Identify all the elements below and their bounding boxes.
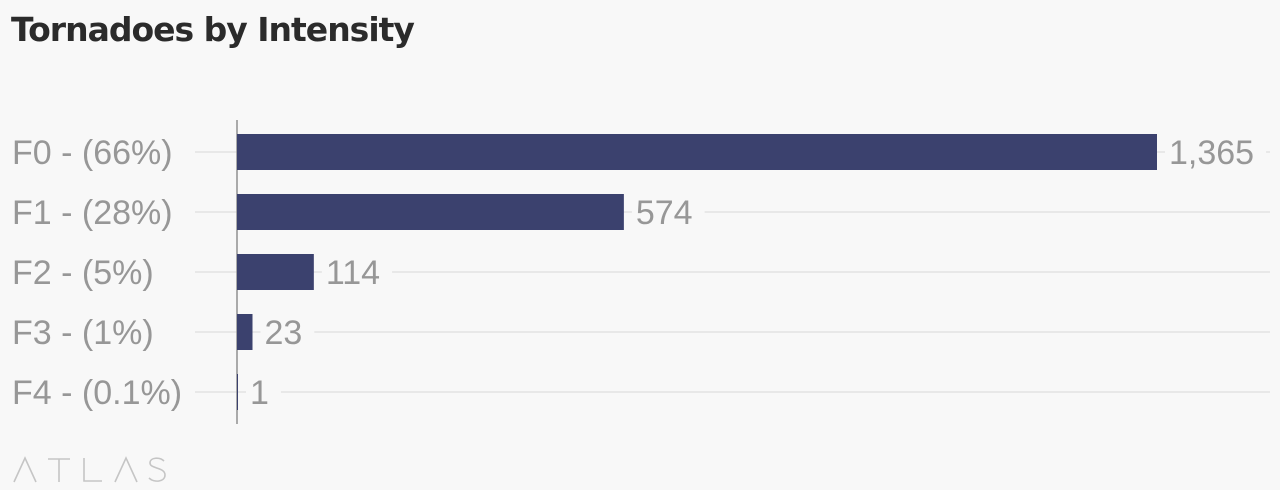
category-label: F0 - (66%) <box>12 134 173 172</box>
value-label: 23 <box>265 314 303 352</box>
value-label-background <box>1165 134 1267 170</box>
value-label-background <box>260 314 315 350</box>
value-label-background <box>321 254 393 290</box>
bar <box>237 134 1157 170</box>
category-label: F3 - (1%) <box>12 314 154 352</box>
atlas-logo <box>13 456 166 483</box>
category-labels: F0 - (66%) F1 - (28%) F2 - (5%) F3 - (1%) F4… <box>12 134 182 412</box>
category-label: F4 - (0.1%) <box>12 374 182 412</box>
value-label-background <box>631 194 705 230</box>
category-label: F2 - (5%) <box>12 254 154 292</box>
value-label: 574 <box>636 194 693 232</box>
bar <box>237 374 238 410</box>
value-labels: 1,365 574 114 23 1 <box>246 134 1267 412</box>
bar <box>237 194 624 230</box>
bar <box>237 314 253 350</box>
bars <box>237 134 1157 410</box>
value-label: 114 <box>326 254 380 292</box>
value-label: 1 <box>250 374 269 412</box>
chart-title: Tornadoes by Intensity <box>11 10 415 49</box>
bar <box>237 254 314 290</box>
category-label: F1 - (28%) <box>12 194 173 232</box>
value-label-background <box>246 374 281 410</box>
value-label: 1,365 <box>1169 134 1254 172</box>
